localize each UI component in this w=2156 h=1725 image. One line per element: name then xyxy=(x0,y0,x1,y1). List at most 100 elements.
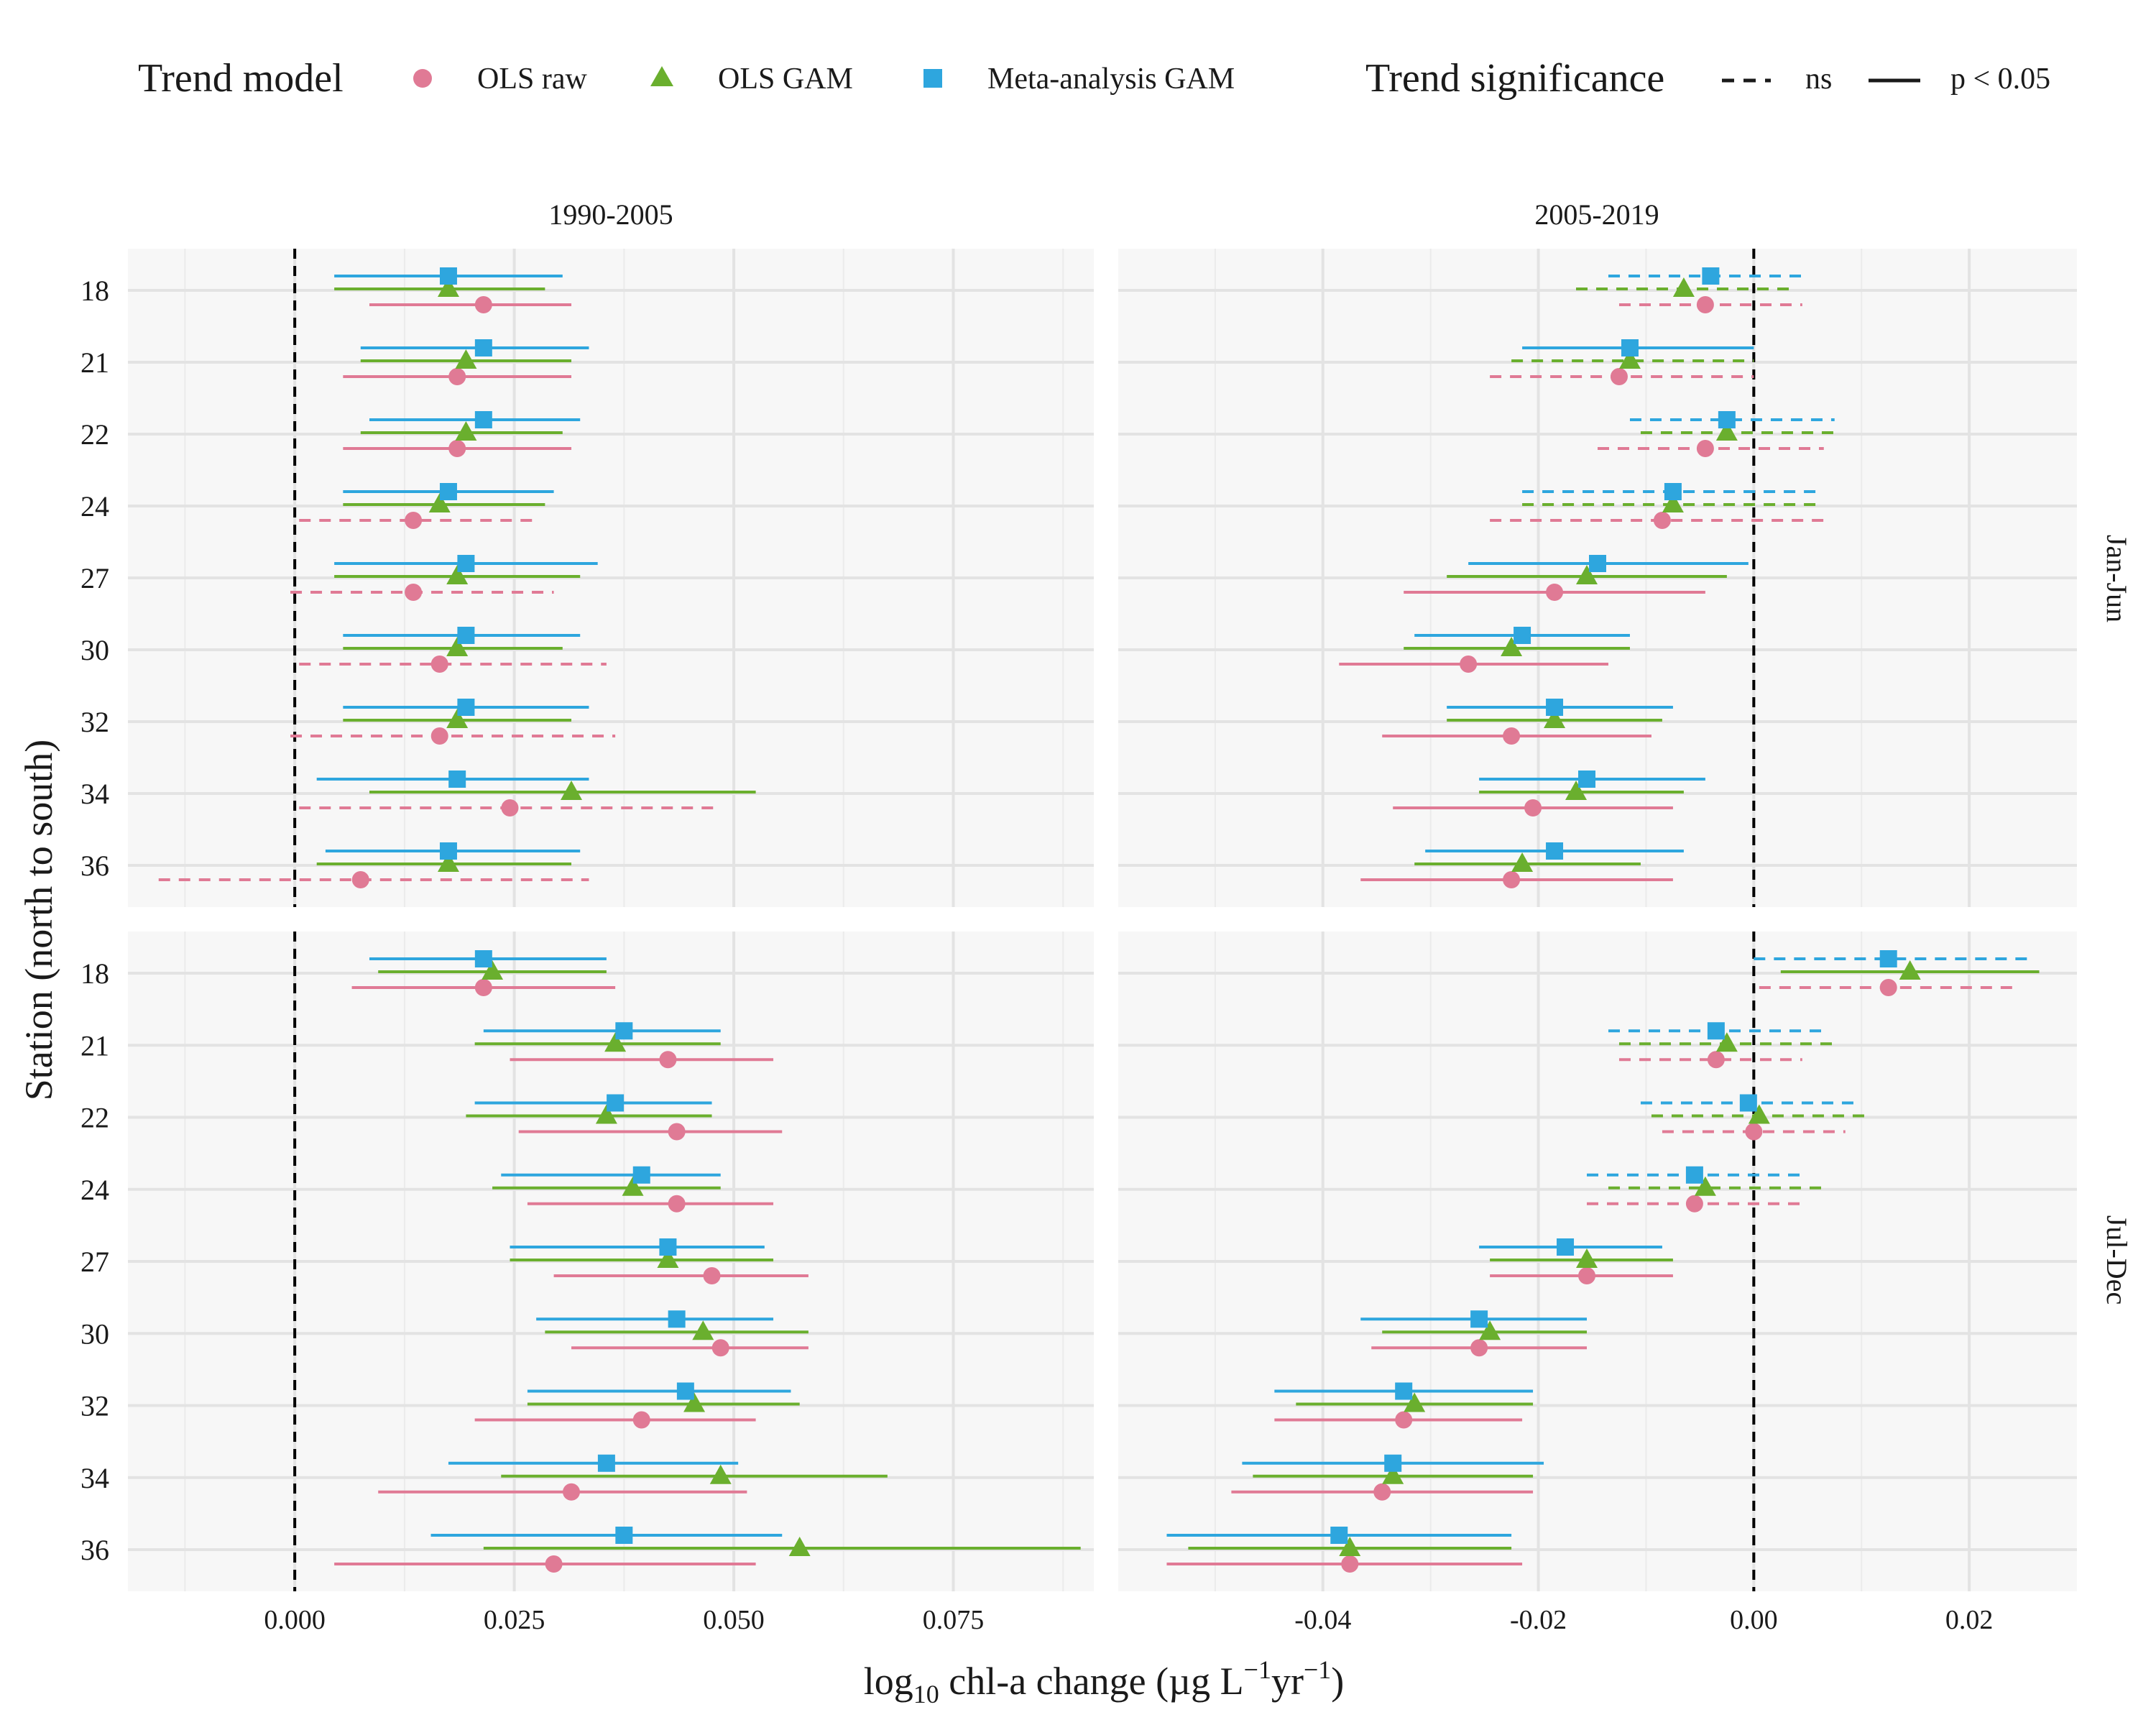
point-ols_raw-station-24 xyxy=(668,1195,686,1213)
point-ols_gam-station-30 xyxy=(1479,1320,1501,1340)
point-ols_raw-station-22 xyxy=(448,440,466,457)
point-meta_gam-station-22 xyxy=(474,411,492,428)
point-ols_raw-station-18 xyxy=(474,296,492,313)
x-axis-title-sup2: −1 xyxy=(1304,1655,1331,1684)
point-ols_gam-station-21 xyxy=(455,349,477,369)
point-ols_raw-station-30 xyxy=(1470,1339,1488,1357)
y-tick-label-32: 32 xyxy=(80,706,109,738)
point-ols_raw-station-34 xyxy=(1524,799,1542,816)
point-ols_raw-station-27 xyxy=(1578,1267,1596,1284)
point-ols_raw-station-24 xyxy=(1653,512,1671,529)
facet-title-col-2: 2005-2019 xyxy=(1534,198,1659,231)
point-meta_gam-station-36 xyxy=(439,842,457,860)
point-meta_gam-station-34 xyxy=(597,1454,615,1472)
point-ols_gam-station-22 xyxy=(1748,1104,1770,1124)
point-meta_gam-station-18 xyxy=(439,267,457,285)
x-axis-title-log: log xyxy=(864,1660,913,1703)
point-meta_gam-station-34 xyxy=(1384,1454,1402,1472)
point-meta_gam-station-21 xyxy=(1621,339,1639,356)
point-meta_gam-station-27 xyxy=(659,1238,677,1256)
y-tick-label-34: 34 xyxy=(80,778,109,810)
point-meta_gam-station-21 xyxy=(615,1022,633,1040)
x-tick-label-1990-2005-0.075: 0.075 xyxy=(923,1605,985,1635)
point-meta_gam-station-32 xyxy=(1546,699,1564,716)
point-meta_gam-station-30 xyxy=(457,627,475,644)
point-ols_raw-station-30 xyxy=(1460,656,1478,673)
point-ols_raw-station-21 xyxy=(1707,1051,1725,1069)
panel-jan-jun-2005-2019 xyxy=(1118,249,2077,907)
point-meta_gam-station-32 xyxy=(457,699,475,716)
point-meta_gam-station-27 xyxy=(1589,555,1606,572)
x-tick-label-1990-2005-0.050: 0.050 xyxy=(703,1605,765,1635)
point-ols_gam-station-36 xyxy=(788,1537,811,1556)
point-meta_gam-station-22 xyxy=(1739,1094,1757,1112)
y-tick-label-30: 30 xyxy=(80,634,109,666)
x-tick-label-2005-2019--0.04: -0.04 xyxy=(1294,1605,1351,1635)
legend-ns-label: ns xyxy=(1805,63,1832,96)
point-ols_raw-station-36 xyxy=(351,871,369,888)
point-ols_raw-station-32 xyxy=(632,1411,650,1429)
point-ols_gam-station-24 xyxy=(1694,1176,1716,1196)
y-tick-label-36: 36 xyxy=(80,1534,109,1566)
point-ols_raw-station-30 xyxy=(430,656,448,673)
point-ols_raw-station-22 xyxy=(1745,1123,1763,1141)
point-ols_raw-station-22 xyxy=(668,1123,686,1141)
point-meta_gam-station-34 xyxy=(448,770,466,788)
legend-sig-label: p < 0.05 xyxy=(1950,63,2050,96)
point-ols_gam-station-32 xyxy=(446,709,469,728)
x-axis-title-sup1: −1 xyxy=(1244,1655,1271,1684)
point-meta_gam-station-30 xyxy=(1470,1310,1488,1328)
y-tick-label-22: 22 xyxy=(80,1102,109,1134)
x-tick-label-1990-2005-0.025: 0.025 xyxy=(484,1605,545,1635)
x-axis-title-mid: chl-a change (µg L xyxy=(939,1660,1244,1703)
panels: 18 21 22 24 27 30 32 34 36 18 21 22 24 27 30 32 34 36 0.00… xyxy=(80,249,2077,1635)
panel-jul-dec-1990-2005: 18 21 22 24 27 30 32 34 36 0.000 0.025 0.050 0.075 xyxy=(80,932,1094,1635)
point-ols_raw-station-18 xyxy=(1879,979,1897,996)
y-tick-label-36: 36 xyxy=(80,850,109,882)
legend-ols-raw-symbol xyxy=(413,69,432,88)
x-axis-title: log10 chl-a change (µg L−1yr−1) xyxy=(864,1655,1345,1708)
point-meta_gam-station-18 xyxy=(474,950,492,967)
point-meta_gam-station-30 xyxy=(668,1310,686,1328)
y-tick-label-22: 22 xyxy=(80,418,109,451)
point-ols_gam-station-18 xyxy=(1899,960,1921,980)
point-meta_gam-station-36 xyxy=(1330,1527,1348,1544)
point-meta_gam-station-18 xyxy=(1702,267,1720,285)
point-ols_gam-station-21 xyxy=(1618,349,1641,369)
point-ols_gam-station-18 xyxy=(437,277,459,297)
point-ols_gam-station-22 xyxy=(455,421,477,441)
y-axis-title: Station (north to south) xyxy=(17,740,60,1100)
point-meta_gam-station-32 xyxy=(676,1382,694,1400)
legend-ols-gam-label: OLS GAM xyxy=(718,63,853,96)
x-tick-label-2005-2019-0.02: 0.02 xyxy=(1945,1605,1994,1635)
point-ols_gam-station-32 xyxy=(1404,1392,1426,1412)
point-ols_gam-station-36 xyxy=(1511,852,1534,872)
legend-title-model: Trend model xyxy=(138,56,344,101)
point-ols_raw-station-27 xyxy=(405,584,423,601)
point-ols_gam-station-27 xyxy=(1576,565,1598,584)
point-ols_gam-station-30 xyxy=(446,637,469,656)
point-ols_raw-station-36 xyxy=(1341,1555,1359,1573)
legend-ols-gam-symbol xyxy=(650,66,673,86)
point-meta_gam-station-18 xyxy=(1879,950,1897,967)
facet-title-col-1: 1990-2005 xyxy=(548,198,673,231)
x-tick-label-2005-2019-0.00: 0.00 xyxy=(1730,1605,1778,1635)
point-meta_gam-station-24 xyxy=(632,1166,650,1184)
point-ols_raw-station-22 xyxy=(1696,440,1714,457)
point-ols_raw-station-24 xyxy=(1685,1195,1703,1213)
y-tick-label-24: 24 xyxy=(80,490,109,523)
point-ols_gam-station-32 xyxy=(1544,709,1566,728)
y-tick-label-21: 21 xyxy=(80,346,109,379)
point-meta_gam-station-36 xyxy=(1546,842,1564,860)
point-meta_gam-station-21 xyxy=(1707,1022,1725,1040)
facet-title-row-1: Jan-Jun xyxy=(2101,535,2133,622)
legend: Trend model OLS raw OLS GAM Meta-analysi… xyxy=(138,56,2050,101)
legend-title-significance: Trend significance xyxy=(1365,56,1664,101)
point-meta_gam-station-32 xyxy=(1395,1382,1413,1400)
y-tick-label-34: 34 xyxy=(80,1462,109,1494)
point-ols_raw-station-36 xyxy=(1503,871,1521,888)
point-ols_raw-station-18 xyxy=(474,979,492,996)
point-ols_gam-station-22 xyxy=(1715,421,1738,441)
point-ols_gam-station-27 xyxy=(1576,1248,1598,1268)
y-tick-label-30: 30 xyxy=(80,1317,109,1350)
